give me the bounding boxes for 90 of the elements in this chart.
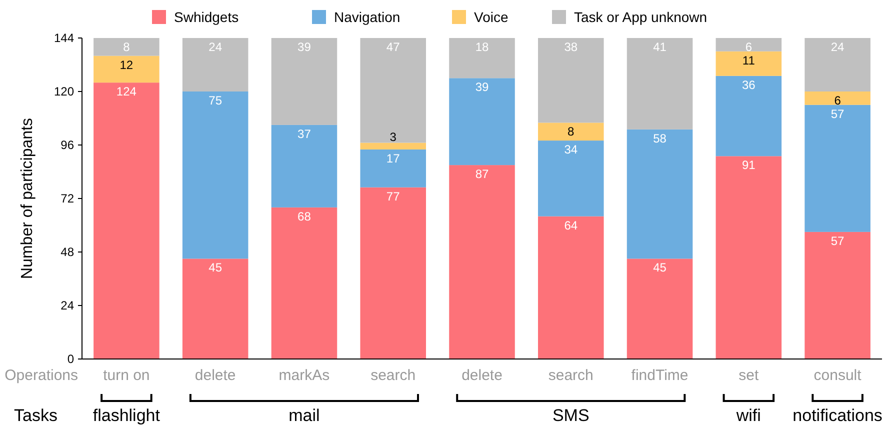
bar xyxy=(538,216,604,359)
y-axis-title: Number of participants xyxy=(19,118,36,279)
bar xyxy=(626,129,693,259)
data-label: 75 xyxy=(208,94,222,108)
data-label: 3 xyxy=(390,130,397,144)
legend-label: Task or App unknown xyxy=(574,9,708,25)
x-tick-label: set xyxy=(738,367,760,384)
y-tick-label: 0 xyxy=(67,352,74,366)
data-label: 77 xyxy=(386,189,400,204)
bar xyxy=(182,38,248,92)
x-tick-label: search xyxy=(370,367,416,384)
text: mail xyxy=(288,406,320,425)
bar xyxy=(716,156,782,359)
text: Operations xyxy=(4,367,78,384)
bar xyxy=(182,92,248,259)
y-tick-label: 48 xyxy=(60,245,74,259)
x-tick-label: turn on xyxy=(103,367,150,384)
bar xyxy=(626,38,693,130)
data-label: 57 xyxy=(830,106,845,121)
bar xyxy=(360,142,426,150)
data-label: 47 xyxy=(386,40,400,54)
data-label: 68 xyxy=(298,209,312,224)
bar xyxy=(94,38,160,56)
data-label: 45 xyxy=(208,260,222,275)
legend-label: Voice xyxy=(474,9,508,25)
data-label: 39 xyxy=(475,80,489,94)
text: SMS xyxy=(552,406,590,425)
x-tick-label: findTime xyxy=(631,367,688,384)
bar xyxy=(182,258,248,359)
bar xyxy=(449,165,515,359)
data-label: 91 xyxy=(742,158,756,172)
bar xyxy=(716,38,782,52)
bar xyxy=(449,78,515,166)
data-label: 24 xyxy=(830,40,845,54)
y-tick-label: 120 xyxy=(54,84,74,98)
bar xyxy=(804,38,870,92)
legend-label: Swhidgets xyxy=(174,9,239,25)
bar xyxy=(271,207,338,359)
bar xyxy=(716,51,782,76)
x-tick-label: delete xyxy=(462,367,502,384)
x-tick-label: search xyxy=(548,367,594,384)
data-label: 6 xyxy=(834,94,842,108)
data-label: 12 xyxy=(120,58,134,72)
y-tick-label: 72 xyxy=(60,192,74,206)
data-label: 18 xyxy=(475,40,489,54)
data-label: 41 xyxy=(653,40,667,54)
data-label: 11 xyxy=(742,53,756,68)
data-label: 17 xyxy=(386,151,400,166)
y-tick-label: 96 xyxy=(60,138,74,152)
data-label: 58 xyxy=(653,131,667,146)
bar xyxy=(360,187,426,359)
data-label: 38 xyxy=(564,40,578,54)
bar xyxy=(804,232,870,359)
bar xyxy=(538,122,604,141)
data-label: 8 xyxy=(123,40,130,54)
y-tick-label: 24 xyxy=(60,298,74,312)
bar xyxy=(271,38,338,125)
bar xyxy=(360,38,426,143)
bar xyxy=(804,104,870,232)
text: flashlight xyxy=(92,406,160,425)
text: wifi xyxy=(735,406,761,425)
data-label: 45 xyxy=(653,260,667,275)
bar xyxy=(538,140,604,216)
data-label: 6 xyxy=(745,40,752,54)
data-label: 36 xyxy=(742,78,756,92)
bar xyxy=(271,124,338,208)
bar xyxy=(449,38,515,78)
x-tick-label: consult xyxy=(814,367,862,384)
legend-label: Navigation xyxy=(334,9,400,25)
bar xyxy=(538,38,604,123)
y-tick-label: 144 xyxy=(54,31,74,45)
data-label: 64 xyxy=(564,218,578,232)
data-label: 24 xyxy=(208,40,222,54)
bar xyxy=(804,92,870,105)
data-label: 57 xyxy=(830,234,845,248)
bar xyxy=(94,56,160,83)
data-label: 8 xyxy=(568,124,575,139)
x-tick-label: delete xyxy=(194,367,236,384)
x-tick-label: markAs xyxy=(278,367,330,384)
bar xyxy=(626,258,693,359)
text: Tasks xyxy=(14,406,58,425)
bar xyxy=(360,149,426,188)
data-label: 87 xyxy=(475,167,489,182)
text: notifications xyxy=(792,406,882,425)
bar xyxy=(94,82,160,359)
data-label: 34 xyxy=(564,142,578,157)
bar xyxy=(716,76,782,156)
data-label: 37 xyxy=(298,126,312,141)
data-label: 124 xyxy=(116,84,137,99)
data-label: 39 xyxy=(298,40,312,54)
